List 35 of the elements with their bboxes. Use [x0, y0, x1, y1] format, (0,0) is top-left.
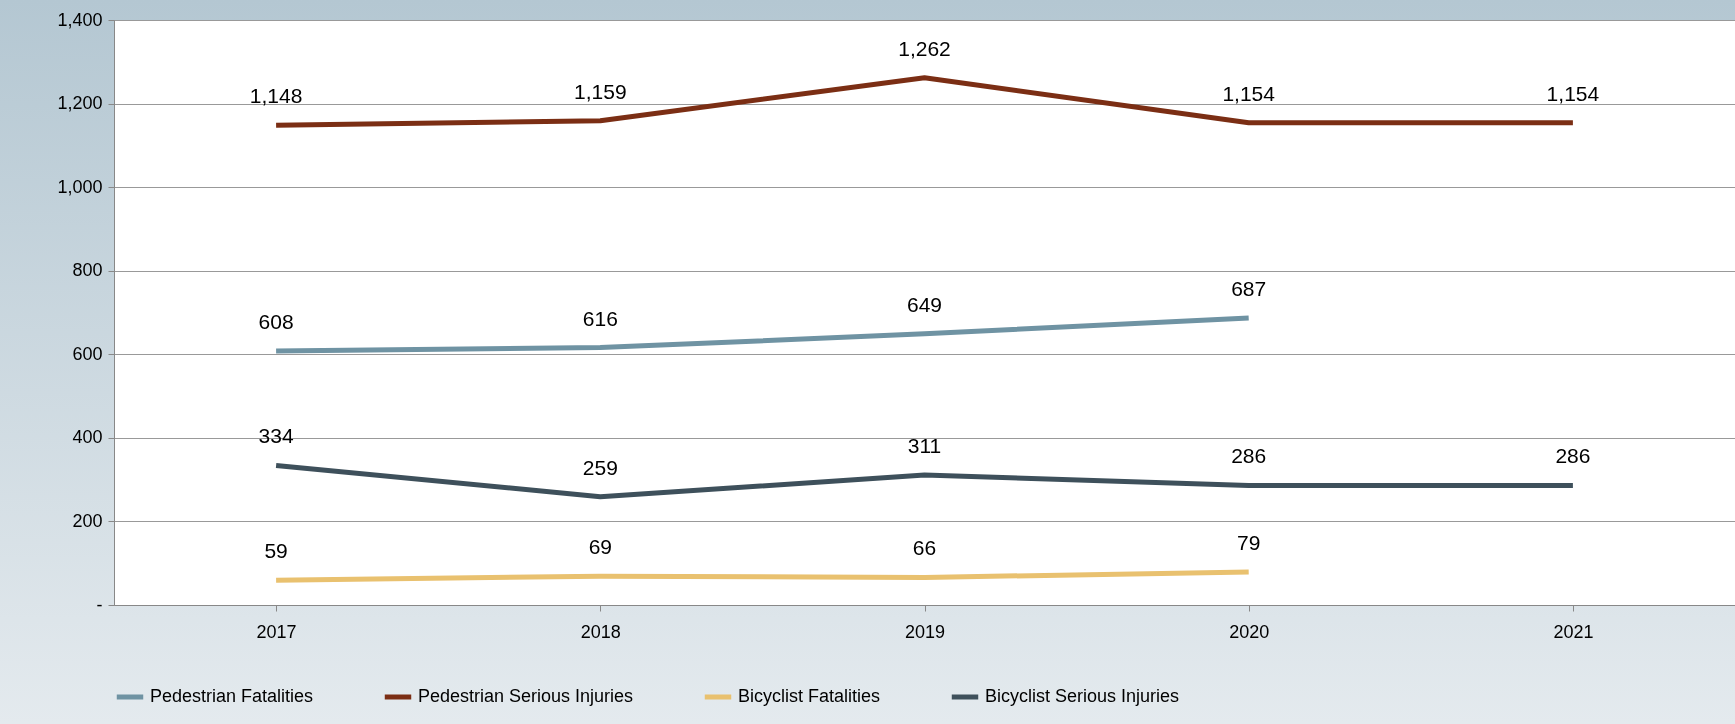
data-label: 1,159 — [574, 79, 627, 103]
data-label: 649 — [906, 292, 943, 316]
y-tick-label: 600 — [72, 343, 103, 364]
x-tick-label: 2021 — [1553, 621, 1594, 642]
x-tick-label: 2018 — [580, 621, 621, 642]
data-label: 79 — [1237, 530, 1261, 554]
data-label: 66 — [912, 536, 937, 560]
y-tick-label: 1,000 — [57, 176, 103, 197]
legend-label: Pedestrian Serious Injuries — [418, 686, 634, 706]
data-label: 59 — [264, 539, 288, 563]
y-tick-label: 200 — [72, 510, 103, 531]
data-label: 259 — [582, 455, 618, 479]
legend-label: Pedestrian Fatalities — [150, 686, 314, 706]
data-label: 687 — [1231, 276, 1267, 300]
data-label: 1,154 — [1546, 81, 1600, 105]
data-label: 286 — [1231, 444, 1267, 468]
data-label: 608 — [258, 309, 294, 333]
data-label: 334 — [258, 424, 294, 448]
data-label: 616 — [582, 306, 618, 330]
y-tick-label: 1,200 — [57, 93, 103, 114]
x-tick-label: 2020 — [1229, 621, 1270, 642]
data-label: 311 — [907, 434, 942, 458]
x-tick-label: 2019 — [904, 621, 946, 642]
legend-label: Bicyclist Serious Injuries — [985, 686, 1180, 706]
data-label: 1,262 — [898, 36, 951, 60]
legend-label: Bicyclist Fatalities — [738, 686, 881, 706]
y-tick-label: - — [96, 594, 103, 615]
y-tick-label: 1,400 — [57, 9, 103, 30]
data-label: 1,148 — [249, 84, 303, 108]
data-label: 69 — [588, 535, 612, 559]
data-label: 1,154 — [1222, 81, 1276, 105]
y-tick-label: 800 — [72, 260, 103, 281]
data-label: 286 — [1555, 444, 1591, 468]
x-tick-label: 2017 — [256, 621, 297, 642]
y-tick-label: 400 — [72, 427, 103, 448]
